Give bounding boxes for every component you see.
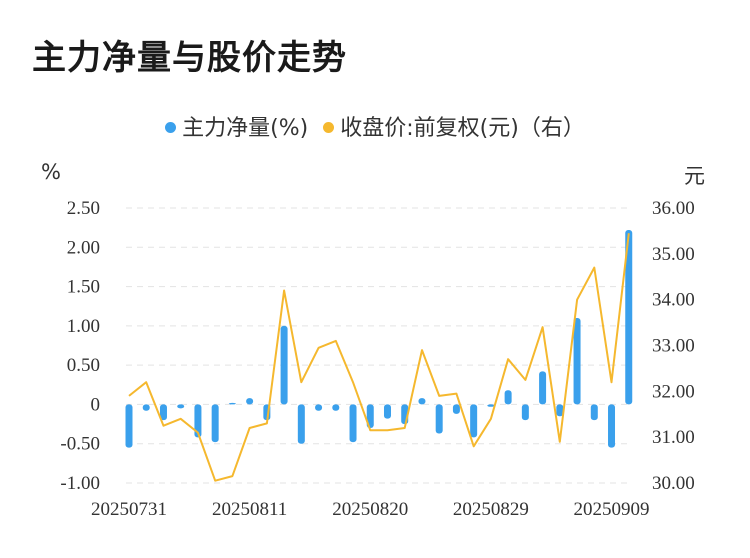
bar (573, 318, 581, 405)
bar (366, 404, 374, 428)
bar (194, 404, 202, 438)
bar (297, 404, 305, 444)
legend-dot-icon (165, 121, 177, 133)
bar (280, 325, 288, 405)
bar (521, 404, 529, 421)
y-left-tick-label: 0 (91, 394, 101, 415)
bar (418, 398, 426, 405)
bar (246, 398, 254, 405)
price-line (128, 233, 630, 482)
bar (315, 404, 323, 411)
y-right-tick-label: 30.00 (652, 473, 695, 494)
x-tick-label: 20250909 (574, 499, 650, 520)
chart-title: 主力净量与股价走势 (32, 38, 347, 78)
y-left-tick-label: 2.00 (67, 237, 100, 258)
bar (590, 404, 598, 421)
bar (452, 404, 460, 414)
bar (470, 404, 478, 438)
y-left-tick-label: 2.50 (67, 198, 100, 219)
legend-label-main-net: 主力净量(%) (182, 116, 309, 141)
x-tick-label: 20250811 (212, 499, 287, 520)
legend-item-close-price[interactable]: 收盘价:前复权(元)（右） (323, 110, 585, 142)
bar (177, 404, 185, 409)
y-left-tick-label: 0.50 (67, 355, 100, 376)
x-tick-label: 20250829 (453, 499, 529, 520)
y-right-tick-label: 31.00 (652, 427, 695, 448)
legend-dot-icon (323, 121, 335, 133)
bar (349, 404, 357, 443)
bar (228, 402, 236, 405)
bar (159, 404, 167, 421)
y-right-tick-label: 34.00 (652, 290, 695, 311)
y-right-tick-label: 36.00 (652, 198, 695, 219)
bar (125, 404, 133, 448)
y-right-tick-label: 32.00 (652, 381, 695, 402)
legend-label-close-price: 收盘价:前复权(元)（右） (340, 116, 585, 141)
bar (142, 404, 150, 411)
y-right-tick-label: 33.00 (652, 336, 695, 357)
y-left-tick-label: -0.50 (60, 434, 100, 455)
x-tick-label: 20250820 (332, 499, 408, 520)
bar (383, 404, 391, 419)
bar (211, 404, 219, 443)
legend: 主力净量(%) 收盘价:前复权(元)（右） (0, 110, 750, 142)
y-left-tick-label: -1.00 (60, 473, 100, 494)
y-left-tick-label: 1.00 (67, 316, 100, 337)
x-tick-label: 20250731 (91, 499, 167, 520)
bar (487, 404, 495, 407)
bar (435, 404, 443, 434)
y-right-tick-label: 35.00 (652, 244, 695, 265)
bar (608, 404, 616, 448)
bar (539, 371, 547, 405)
bar (625, 230, 633, 405)
right-axis-unit: 元 (684, 164, 705, 188)
bar (504, 390, 512, 405)
bar (332, 404, 340, 411)
left-axis-unit: % (41, 160, 61, 184)
bar (556, 404, 564, 417)
legend-item-main-net[interactable]: 主力净量(%) (165, 110, 308, 142)
y-left-tick-label: 1.50 (67, 277, 100, 298)
